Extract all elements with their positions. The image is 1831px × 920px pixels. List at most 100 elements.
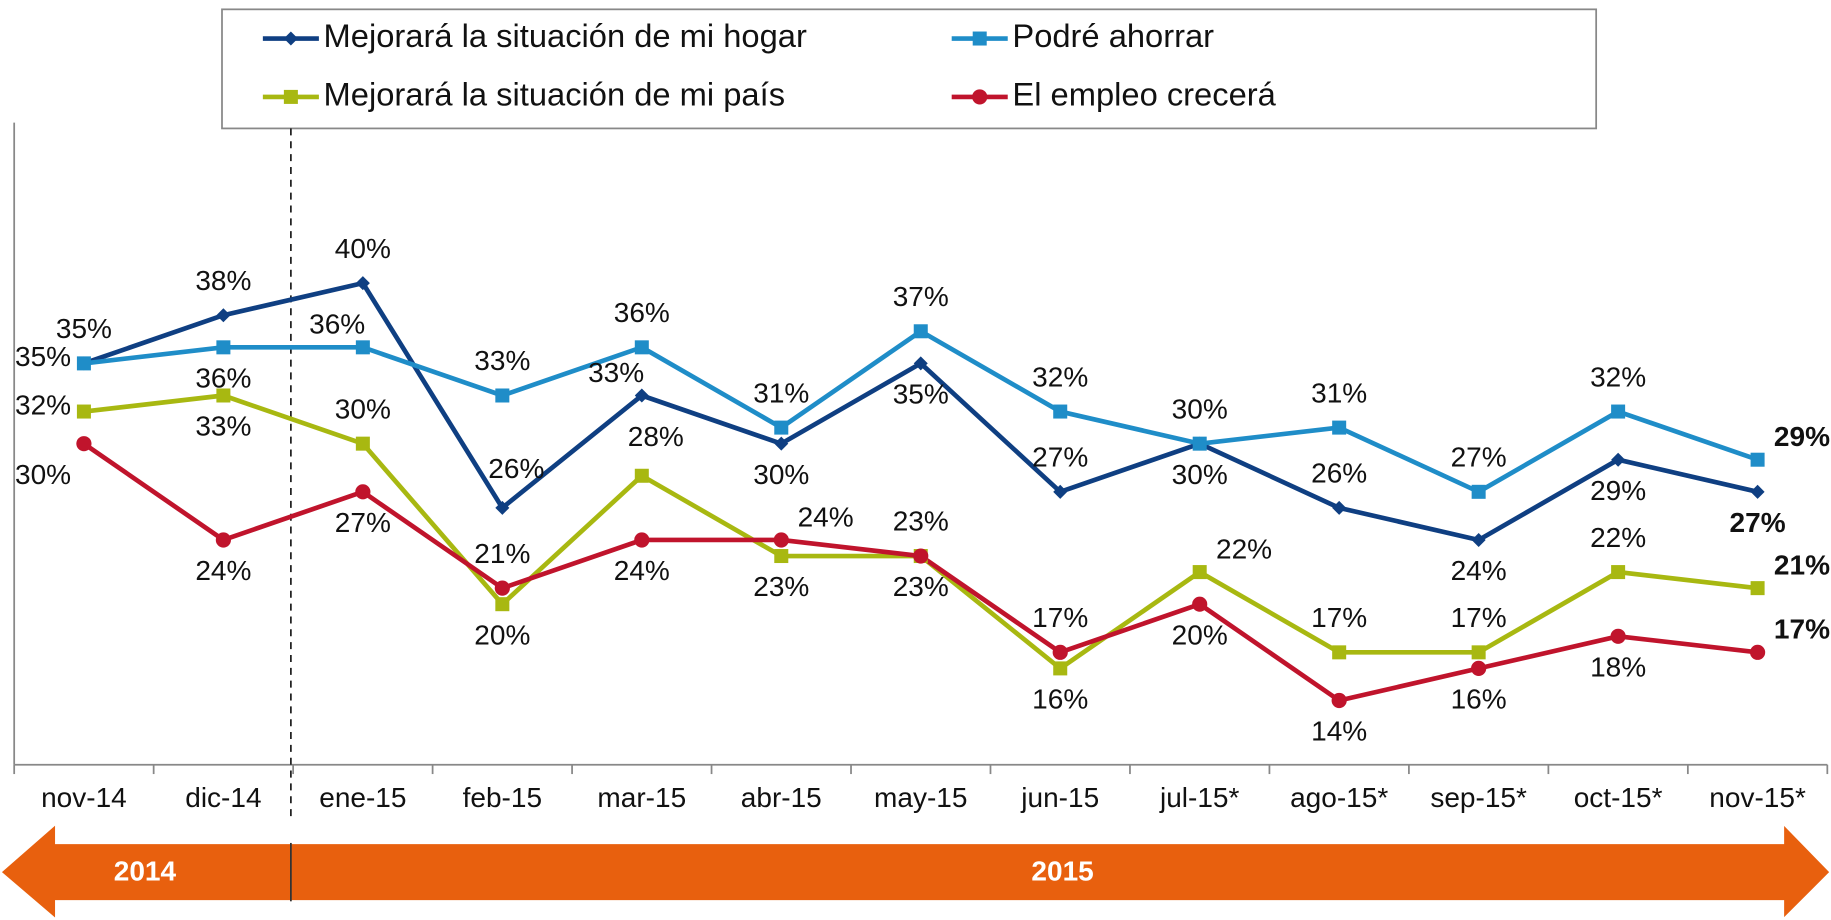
data-label: 31%: [753, 377, 809, 408]
marker: [1192, 436, 1207, 451]
data-label: 23%: [893, 506, 949, 537]
marker: [495, 500, 510, 515]
x-tick-label: nov-15*: [1709, 782, 1806, 813]
marker: [1192, 565, 1207, 580]
x-tick-label: sep-15*: [1430, 782, 1527, 813]
data-label: 36%: [309, 309, 365, 340]
data-label: 21%: [474, 538, 530, 569]
marker: [1750, 452, 1765, 467]
marker: [1750, 484, 1765, 499]
marker: [355, 340, 370, 355]
marker: [773, 532, 789, 548]
data-label: 40%: [335, 233, 391, 264]
marker: [913, 548, 929, 564]
marker: [1052, 644, 1068, 660]
data-label: 24%: [1451, 555, 1507, 586]
marker: [1053, 404, 1068, 419]
x-tick-label: mar-15: [597, 782, 686, 813]
data-label: 14%: [1311, 716, 1367, 747]
marker: [216, 340, 231, 355]
data-label: 36%: [195, 362, 251, 393]
data-label: 23%: [893, 571, 949, 602]
data-label: 18%: [1590, 651, 1646, 682]
data-label: 30%: [1172, 459, 1228, 490]
marker: [634, 468, 649, 483]
x-tick-label: feb-15: [463, 782, 542, 813]
data-label: 33%: [474, 345, 530, 376]
data-label: 17%: [1032, 602, 1088, 633]
marker: [355, 436, 370, 451]
x-tick-label: ene-15: [319, 782, 406, 813]
marker: [774, 420, 789, 435]
marker: [1332, 420, 1347, 435]
x-tick-label: abr-15: [741, 782, 822, 813]
data-label: 36%: [614, 297, 670, 328]
data-label: 30%: [753, 459, 809, 490]
legend-label: Mejorará la situación de mi país: [324, 76, 785, 113]
data-label: 35%: [893, 378, 949, 409]
data-label: 32%: [15, 389, 71, 420]
marker: [774, 549, 789, 564]
data-label: 30%: [1172, 393, 1228, 424]
data-label: 37%: [893, 281, 949, 312]
marker: [1611, 565, 1626, 580]
x-tick-label: jun-15: [1020, 782, 1099, 813]
marker: [215, 532, 231, 548]
data-label: 29%: [1590, 475, 1646, 506]
data-label: 29%: [1774, 421, 1830, 452]
marker: [634, 532, 650, 548]
data-label: 17%: [1774, 614, 1830, 645]
marker: [1750, 581, 1765, 596]
marker: [1192, 596, 1208, 612]
marker: [1471, 484, 1486, 499]
x-tick-label: ago-15*: [1290, 782, 1388, 813]
data-label: 35%: [15, 341, 71, 372]
timeline-label: 2015: [1031, 856, 1093, 887]
marker: [634, 388, 649, 403]
marker: [913, 356, 928, 371]
marker: [355, 276, 370, 291]
marker: [1332, 500, 1347, 515]
data-label: 17%: [1311, 602, 1367, 633]
data-label: 32%: [1590, 361, 1646, 392]
marker: [76, 356, 91, 371]
data-label: 30%: [15, 459, 71, 490]
data-label: 32%: [1032, 361, 1088, 392]
data-label: 20%: [474, 619, 530, 650]
legend-label: El empleo crecerá: [1012, 76, 1276, 113]
data-label: 27%: [1730, 507, 1786, 538]
marker: [495, 597, 510, 612]
x-tick-label: nov-14: [41, 782, 127, 813]
data-label: 26%: [1311, 458, 1367, 489]
data-label: 27%: [1451, 442, 1507, 473]
data-label: 35%: [56, 313, 112, 344]
x-tick-label: jul-15*: [1159, 782, 1240, 813]
marker: [634, 340, 649, 355]
data-label: 17%: [1451, 602, 1507, 633]
data-label: 16%: [1451, 683, 1507, 714]
x-tick-label: oct-15*: [1574, 782, 1663, 813]
data-label: 24%: [195, 555, 251, 586]
marker: [1611, 452, 1626, 467]
marker: [1331, 692, 1347, 709]
marker: [1332, 645, 1347, 660]
x-tick-label: may-15: [874, 782, 967, 813]
marker: [76, 404, 91, 419]
data-label: 30%: [335, 393, 391, 424]
marker: [355, 484, 371, 500]
marker: [216, 388, 231, 403]
marker: [1611, 404, 1626, 419]
marker: [216, 308, 231, 323]
marker: [1750, 644, 1766, 660]
marker: [1471, 645, 1486, 660]
data-label: 33%: [195, 411, 251, 442]
marker: [494, 580, 510, 596]
data-label: 22%: [1590, 522, 1646, 553]
marker: [1471, 660, 1487, 676]
legend-marker: [972, 31, 987, 46]
data-label: 20%: [1172, 619, 1228, 650]
data-label: 22%: [1216, 533, 1272, 564]
data-label: 16%: [1032, 683, 1088, 714]
